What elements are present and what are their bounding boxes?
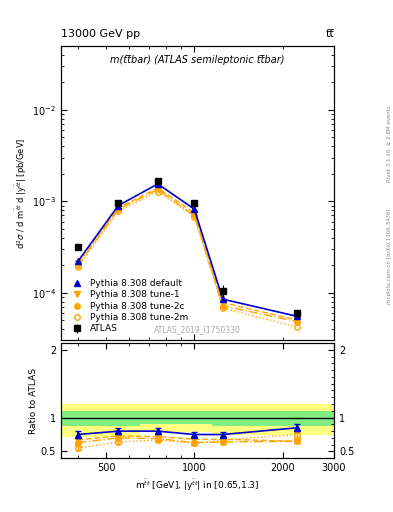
Pythia 8.308 default [116, 202, 121, 208]
Text: tt̅: tt̅ [325, 29, 334, 39]
Y-axis label: d$^2\sigma$ / d m$^{\bar{t}t}$ d |y$^{\bar{t}t}$| [pb/GeV]: d$^2\sigma$ / d m$^{\bar{t}t}$ d |y$^{\b… [13, 138, 29, 249]
Pythia 8.308 tune-2m [75, 264, 80, 270]
Pythia 8.308 tune-2c [156, 186, 160, 193]
Pythia 8.308 default [192, 206, 197, 212]
Pythia 8.308 tune-2m [156, 188, 160, 195]
Pythia 8.308 tune-2m [116, 208, 121, 214]
Pythia 8.308 tune-1 [75, 260, 80, 266]
Pythia 8.308 tune-2c [192, 212, 197, 219]
Pythia 8.308 tune-1 [156, 185, 160, 191]
Text: 13000 GeV pp: 13000 GeV pp [61, 29, 140, 39]
Pythia 8.308 tune-2c [220, 303, 225, 309]
Text: Rivet 3.1.10, ≥ 2.8M events: Rivet 3.1.10, ≥ 2.8M events [387, 105, 391, 182]
Line: Pythia 8.308 tune-2m: Pythia 8.308 tune-2m [75, 189, 300, 330]
Text: m(tt̅bar) (ATLAS semileptonic tt̅bar): m(tt̅bar) (ATLAS semileptonic tt̅bar) [110, 55, 285, 65]
Pythia 8.308 tune-1 [192, 210, 197, 216]
Y-axis label: Ratio to ATLAS: Ratio to ATLAS [29, 368, 38, 434]
Line: Pythia 8.308 tune-1: Pythia 8.308 tune-1 [75, 185, 300, 323]
Pythia 8.308 tune-2c [75, 262, 80, 268]
Pythia 8.308 default [156, 181, 160, 187]
Text: ATLAS_2019_I1750330: ATLAS_2019_I1750330 [154, 326, 241, 335]
Pythia 8.308 tune-2m [220, 305, 225, 311]
X-axis label: m$^{\bar{t}t}$ [GeV], |y$^{\bar{t}t}$| in [0.65,1.3]: m$^{\bar{t}t}$ [GeV], |y$^{\bar{t}t}$| i… [135, 477, 260, 493]
Text: mcplots.cern.ch [arXiv:1306.3436]: mcplots.cern.ch [arXiv:1306.3436] [387, 208, 391, 304]
Pythia 8.308 tune-2c [295, 319, 300, 325]
Pythia 8.308 tune-1 [116, 205, 121, 211]
Pythia 8.308 tune-1 [220, 300, 225, 306]
Legend: Pythia 8.308 default, Pythia 8.308 tune-1, Pythia 8.308 tune-2c, Pythia 8.308 tu: Pythia 8.308 default, Pythia 8.308 tune-… [65, 276, 191, 336]
Pythia 8.308 default [295, 313, 300, 319]
Pythia 8.308 tune-1 [295, 317, 300, 323]
Pythia 8.308 tune-2m [192, 214, 197, 220]
Pythia 8.308 tune-2c [116, 206, 121, 212]
Pythia 8.308 default [75, 259, 80, 265]
Pythia 8.308 tune-2m [295, 324, 300, 330]
Line: Pythia 8.308 default: Pythia 8.308 default [74, 180, 301, 320]
Line: Pythia 8.308 tune-2c: Pythia 8.308 tune-2c [75, 187, 300, 325]
Pythia 8.308 default [220, 296, 225, 302]
